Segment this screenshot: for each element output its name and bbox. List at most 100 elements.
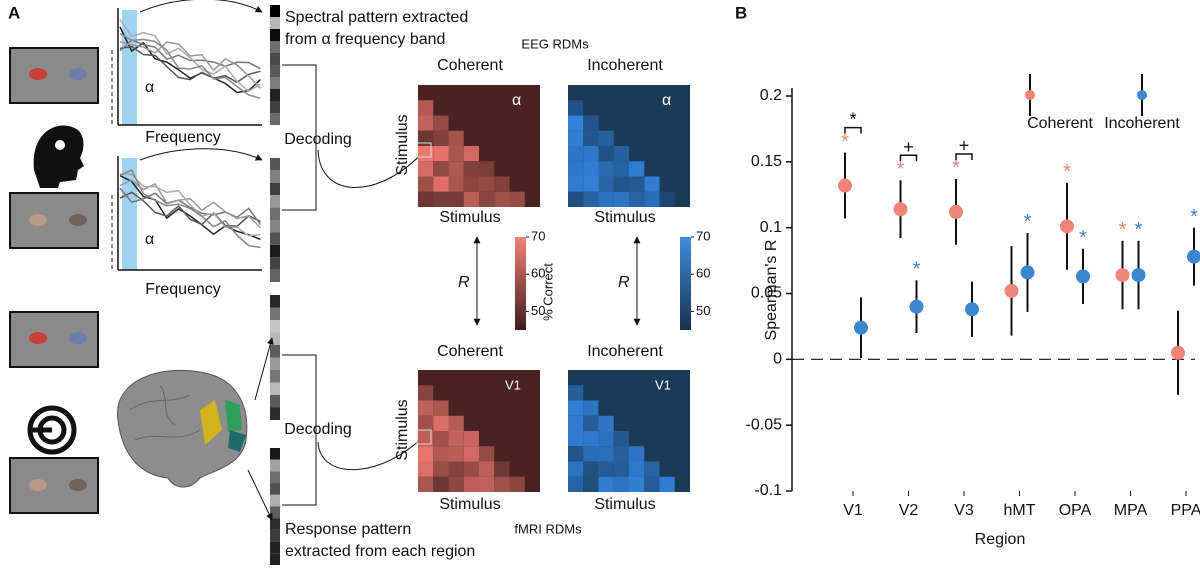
colorbar-label: % Correct [540,263,555,321]
spectrum-line [119,179,261,229]
colorbar [515,237,526,330]
matrix-cell [598,146,614,162]
rdm-matrices [418,85,690,492]
legend-label: Coherent [1027,115,1093,132]
pattern-cell [270,182,280,196]
y-tick-label: 0.05 [751,285,782,302]
matrix-cell [583,115,599,131]
matrix-cell [629,191,645,207]
matrix-cell [568,431,584,447]
pattern-cell [270,382,280,395]
pattern-cell [270,29,280,41]
caption: Spectral pattern extracted [285,9,468,26]
pattern-cell [270,506,280,519]
point [1115,268,1130,283]
axis-label: Stimulus [394,114,411,175]
point [909,299,924,314]
spectrum-line [119,187,262,225]
pattern-cell [270,320,280,333]
matrix-cell [598,415,614,431]
matrix-cell [598,431,614,447]
matrix-cell [448,161,464,177]
matrix-cell [568,446,584,462]
matrix-label: V1 [655,377,671,392]
spectrum-line [119,45,261,84]
axis-label: Stimulus [439,496,500,513]
condition-label: Incoherent [587,57,663,74]
matrix-cell [644,176,660,192]
bracket [282,354,317,506]
axis-label: Frequency [145,281,221,298]
axis-label: Stimulus [439,209,500,226]
caption: extracted from each region [285,543,475,560]
pattern-cell [270,244,280,258]
matrix-cell [568,400,584,416]
point [949,204,963,219]
x-tick-label: V3 [954,502,974,519]
matrix-cell [494,476,510,492]
matrix-cell [629,461,645,477]
matrix-cell [583,161,599,177]
matrix-cell [418,446,434,462]
matrix-cell [583,400,599,416]
pattern-cell [270,41,280,53]
y-tick-label: 0.2 [760,87,782,104]
matrix-cell [568,100,584,116]
axis-label: Stimulus [594,209,655,226]
matrix-cell [568,146,584,162]
matrix-cell [463,476,479,492]
significance-star: * [1063,161,1071,183]
pattern-cell [270,170,280,183]
matrix-cell [433,461,449,477]
pattern-cell [270,518,280,530]
condition-label: Coherent [437,343,503,360]
matrix-cell [448,461,464,477]
matrix-cell [568,385,584,401]
matrix-cell [583,446,599,462]
matrix-cell [583,146,599,162]
pattern-cell [270,101,280,113]
colorbar-tick-label: 70 [696,228,710,243]
axis-label: Stimulus [594,496,655,513]
pattern-cell [270,345,280,358]
bracket [282,64,317,211]
matrix-cell [463,146,479,162]
matrix-cell [629,161,645,177]
colorbar-tick-label: 50 [531,303,545,318]
axis-label: Frequency [145,129,221,146]
matrix-cell [598,476,614,492]
arrow [139,148,263,161]
matrix-label: V1 [505,377,521,392]
significance-star: * [1024,211,1032,233]
significance-star: * [952,157,960,179]
matrix-cell [613,431,629,447]
matrix-cell [568,115,584,131]
point [1020,265,1035,280]
y-tick-label: 0.1 [760,219,782,236]
colorbar-tick-label: 70 [531,228,545,243]
spectrum-line [119,173,261,237]
matrix-cell [509,476,525,492]
matrix-cell [659,476,675,492]
matrix-cell [479,191,495,207]
pattern-cell [270,553,280,565]
matrix-cell [613,146,629,162]
matrix-cell [418,415,434,431]
matrix-cell [418,461,434,477]
spectrum-line [119,39,261,70]
matrix-cell [448,446,464,462]
significance-star: * [841,131,849,153]
matrix-cell [418,115,434,131]
spectrum-line [119,40,261,89]
colorbar-tick-label: 50 [696,303,710,318]
pattern-cell [270,77,280,89]
matrix-cell [613,191,629,207]
matrix-cell [479,476,495,492]
pattern-cell [270,5,280,17]
matrix-cell [644,476,660,492]
pattern-cell [270,459,280,472]
legend-label: Incoherent [1104,115,1180,132]
point [1131,268,1146,283]
matrix-cell [433,146,449,162]
matrix-cell [583,476,599,492]
